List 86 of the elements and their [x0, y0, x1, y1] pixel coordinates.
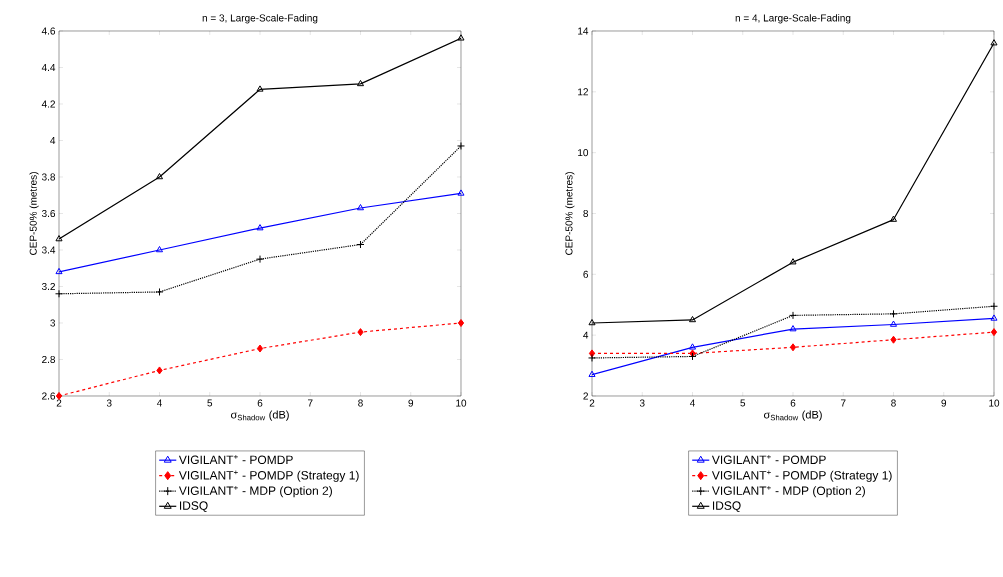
x-axis-title: σ$_{Shadow}$ (dB): [230, 410, 289, 421]
point: [588, 353, 597, 362]
point: [588, 370, 596, 377]
x-tick-label: 9: [408, 399, 414, 407]
x-tick-label: 4: [689, 399, 695, 407]
point: [457, 318, 465, 327]
legend-label: IDSQ: [712, 501, 741, 512]
y-tick-label: 4.6: [41, 27, 56, 35]
point: [256, 255, 264, 264]
x-tick-label: 5: [207, 399, 213, 407]
y-tick-label: 8: [583, 209, 589, 218]
y-tick-label: 3.4: [41, 246, 56, 254]
point: [588, 318, 596, 326]
x-tick-label: 6: [790, 399, 796, 407]
y-tick-label: 2: [583, 392, 588, 400]
legend-label: VIGILANT$^{+}$ - POMDP: [178, 454, 293, 465]
point: [789, 258, 797, 265]
point: [256, 224, 264, 231]
point: [155, 287, 164, 296]
y-tick-label: 10: [578, 149, 589, 157]
y-tick-label: 4.4: [41, 64, 56, 71]
point: [55, 267, 63, 275]
x-tick-label: 3: [639, 399, 645, 407]
y-tick-label: 2.8: [42, 355, 56, 364]
point: [990, 39, 998, 46]
x-tick-label: 8: [358, 399, 363, 407]
x-tick-label: 2: [589, 399, 595, 407]
y-tick-label: 4.2: [41, 100, 55, 108]
y-tick-label: 6: [583, 270, 589, 278]
x-tick-label: 7: [307, 399, 313, 407]
legend-label: VIGILANT$^{+}$ - POMDP (Strategy 1): [178, 470, 359, 482]
point: [889, 215, 898, 222]
legend-label: VIGILANT$^{+}$ - MDP (Option 2): [711, 485, 865, 498]
point: [156, 366, 163, 375]
point: [256, 85, 264, 92]
x-tick-label: 2: [56, 399, 62, 407]
y-tick-label: 4: [583, 331, 589, 339]
point: [356, 204, 365, 211]
x-tick-label: 6: [257, 399, 263, 407]
legend-label: VIGILANT$^{+}$ - MDP (Option 2): [178, 485, 332, 498]
point: [890, 335, 897, 344]
x-tick-label: 9: [941, 399, 947, 407]
legend-label: IDSQ: [179, 501, 208, 512]
point: [789, 311, 797, 320]
y-tick-label: 12: [578, 88, 588, 96]
y-tick-label: 4: [50, 137, 56, 144]
x-axis-title: σ$_{Shadow}$ (dB): [763, 410, 822, 421]
chart-title: n = 3, Large-Scale-Fading: [202, 14, 318, 24]
x-tick-label: 8: [891, 399, 896, 407]
legend-label: VIGILANT$^{+}$ - POMDP: [711, 454, 826, 465]
x-tick-label: 4: [156, 399, 162, 407]
point: [889, 309, 898, 318]
point: [356, 79, 365, 87]
point: [155, 245, 164, 253]
legend-label: VIGILANT$^{+}$ - POMDP (Strategy 1): [711, 470, 892, 482]
y-tick-label: 14: [578, 27, 589, 35]
y-tick-label: 3.6: [41, 209, 56, 218]
y-tick-label: 3.8: [41, 173, 56, 181]
point: [55, 235, 63, 242]
y-axis-title: CEP-50% (metres): [29, 172, 39, 255]
y-axis-title: CEP-50% (metres): [565, 172, 575, 255]
point: [457, 189, 465, 196]
point: [457, 34, 465, 41]
point: [155, 172, 164, 180]
x-tick-label: 5: [740, 399, 746, 407]
x-tick-label: 10: [989, 399, 1000, 407]
point: [55, 391, 63, 400]
y-tick-label: 3: [50, 319, 56, 327]
chart-title: n = 4, Large-Scale-Fading: [735, 14, 851, 24]
x-tick-label: 7: [840, 399, 846, 407]
point: [789, 325, 797, 332]
point: [457, 141, 465, 150]
point: [357, 328, 364, 337]
point: [989, 302, 998, 311]
point: [990, 328, 998, 337]
point: [889, 320, 898, 327]
point: [990, 314, 998, 321]
y-tick-label: 2.6: [42, 392, 56, 400]
x-tick-label: 3: [106, 399, 112, 407]
point: [256, 344, 264, 353]
point: [688, 343, 697, 350]
point: [789, 343, 797, 352]
y-tick-label: 3.2: [41, 282, 55, 291]
point: [55, 289, 64, 298]
point: [688, 315, 697, 323]
x-tick-label: 10: [456, 399, 467, 407]
